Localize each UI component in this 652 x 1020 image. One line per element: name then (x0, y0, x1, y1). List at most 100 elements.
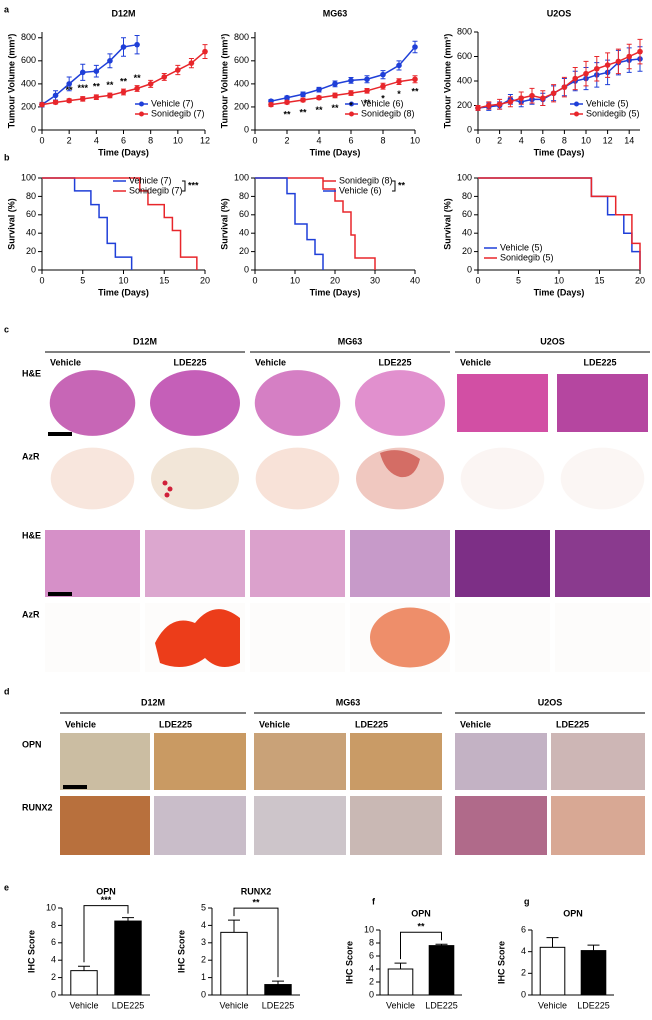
y-tick-label: 0 (51, 989, 56, 999)
x-tick-label: LDE225 (112, 1000, 145, 1010)
x-tick-label: LDE225 (262, 1000, 295, 1010)
cell-line-header: MG63 (338, 336, 363, 346)
data-point (529, 92, 535, 99)
error-bar (587, 944, 600, 951)
micrograph (254, 796, 346, 855)
y-tick-label: 400 (457, 75, 472, 85)
x-tick-label: 15 (159, 275, 169, 285)
data-point (52, 99, 59, 106)
error-bar (122, 917, 134, 922)
y-tick-label: 0 (467, 264, 472, 274)
x-tick-label: 2 (284, 135, 289, 145)
data-point (284, 99, 290, 106)
micrograph (350, 796, 442, 855)
cell-line-header: MG63 (336, 697, 361, 707)
y-tick-label: 800 (21, 32, 36, 42)
micrograph (551, 733, 645, 790)
data-point (412, 44, 418, 50)
scale-bar (48, 592, 72, 596)
error-bar (228, 919, 240, 933)
x-tick-label: Vehicle (219, 1000, 248, 1010)
data-point (572, 75, 578, 82)
data-point (134, 85, 140, 92)
y-tick-label: 6 (369, 950, 374, 960)
y-tick-label: 600 (21, 55, 36, 65)
y-tick-label: 2 (369, 976, 374, 986)
legend-marker (139, 111, 144, 117)
data-point (332, 81, 338, 87)
data-point (188, 60, 195, 66)
scale-bar (63, 785, 87, 789)
y-tick-label: 100 (21, 172, 36, 182)
micrograph (45, 530, 140, 597)
y-tick-label: 400 (234, 78, 249, 88)
data-point (507, 99, 514, 105)
data-point (348, 90, 354, 96)
micrograph (460, 447, 545, 510)
data-point (202, 48, 208, 55)
data-point (594, 65, 600, 72)
micrograph (350, 530, 450, 597)
micrograph (551, 796, 645, 855)
data-point (348, 77, 354, 84)
significance-label: ** (120, 76, 128, 86)
stain-spot (370, 607, 450, 668)
significance-label: ** (299, 107, 307, 117)
x-tick-label: 10 (554, 275, 564, 285)
x-tick-label: 8 (148, 135, 153, 145)
condition-label: LDE225 (355, 719, 388, 729)
legend-marker (574, 101, 579, 107)
y-tick-label: 4 (51, 955, 56, 965)
data-point (66, 97, 72, 104)
micrograph (60, 796, 150, 855)
data-point (66, 81, 72, 87)
stain-spot (164, 492, 170, 498)
y-axis-label: IHC Score (344, 941, 354, 984)
y-tick-label: 80 (239, 191, 249, 201)
y-tick-label: 2 (201, 955, 206, 965)
y-tick-label: 20 (26, 246, 36, 256)
micrograph (457, 374, 548, 432)
micrograph (50, 447, 135, 510)
x-tick-label: 20 (635, 275, 645, 285)
y-tick-label: 100 (457, 172, 472, 182)
y-tick-label: 6 (521, 924, 526, 934)
panel-label: g (524, 896, 530, 906)
x-tick-label: 10 (581, 135, 591, 145)
error-bar (272, 980, 284, 985)
data-point (380, 83, 386, 89)
significance-bracket (400, 931, 442, 960)
significance-label: *** (77, 83, 88, 93)
bar (539, 946, 566, 996)
condition-label: Vehicle (259, 719, 290, 729)
significance-label: ** (417, 922, 425, 932)
data-point (284, 94, 290, 101)
micrograph (455, 796, 547, 855)
data-point (161, 74, 168, 80)
data-point (107, 58, 113, 64)
micrograph (45, 603, 140, 672)
stain-spot (167, 486, 173, 492)
legend-label: Sonidegib (5) (586, 108, 640, 118)
x-axis-label: Time (Days) (98, 287, 149, 297)
y-axis-label: IHC Score (496, 941, 506, 984)
x-tick-label: 2 (67, 135, 72, 145)
significance-bracket (83, 905, 129, 963)
series-line (41, 43, 138, 106)
significance-label: ** (106, 80, 114, 90)
y-tick-label: 10 (364, 924, 374, 934)
micrograph (250, 603, 345, 672)
x-tick-label: 0 (475, 275, 480, 285)
significance-label: ** (398, 180, 406, 190)
data-point (120, 89, 127, 95)
significance-label: *** (188, 180, 199, 190)
significance-label: ** (363, 98, 371, 108)
data-point (604, 62, 611, 68)
chart-title: OPN (96, 886, 116, 896)
micrograph (455, 733, 547, 790)
data-point (550, 90, 557, 97)
significance-label: ** (66, 85, 74, 95)
x-tick-label: 14 (624, 135, 634, 145)
legend-label: Sonidegib (5) (500, 252, 554, 262)
